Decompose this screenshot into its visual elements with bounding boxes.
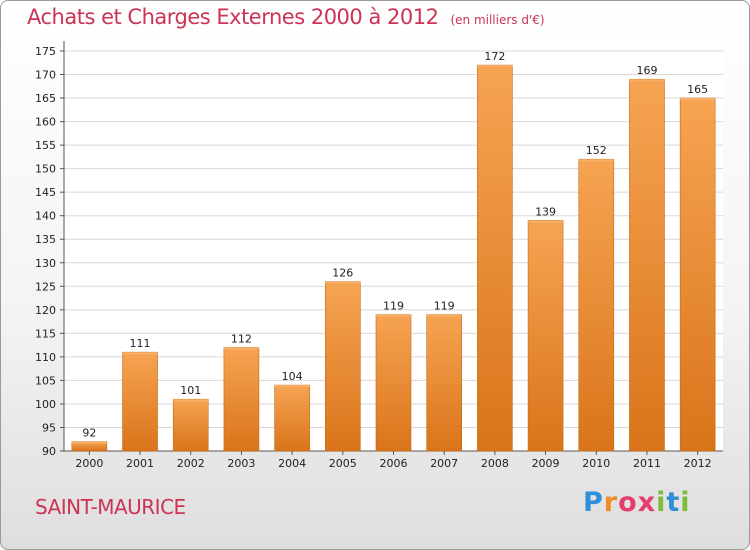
bar-2003 — [223, 347, 260, 452]
x-tick-label: 2010 — [582, 457, 610, 470]
value-label: 139 — [535, 205, 556, 218]
value-label: 165 — [687, 83, 708, 96]
x-tick-label: 2001 — [126, 457, 154, 470]
x-tick-label: 2009 — [532, 457, 560, 470]
bar-2006 — [375, 314, 412, 452]
y-tick-label: 110 — [35, 351, 56, 364]
bar-2009 — [527, 220, 564, 452]
chart-title: Achats et Charges Externes 2000 à 2012 (e… — [27, 5, 545, 29]
y-tick-label: 105 — [35, 374, 56, 387]
bar-highlight — [122, 352, 158, 355]
y-tick-label: 175 — [35, 45, 56, 58]
value-label: 111 — [130, 337, 151, 350]
bar-highlight — [173, 399, 209, 402]
bar-2007 — [426, 314, 462, 452]
bar-highlight — [325, 281, 361, 284]
x-tick-label: 2008 — [481, 457, 509, 470]
value-label: 92 — [82, 427, 96, 440]
y-tick-label: 100 — [35, 398, 56, 411]
y-tick-label: 165 — [35, 92, 56, 105]
y-tick-label: 155 — [35, 139, 56, 152]
value-label: 119 — [383, 300, 404, 313]
bar-2005 — [325, 281, 361, 452]
bar-highlight — [477, 65, 513, 68]
bar-highlight — [629, 79, 665, 82]
value-label: 169 — [636, 64, 657, 77]
x-tick-label: 2007 — [430, 457, 458, 470]
value-label: 112 — [231, 332, 252, 345]
bar-2001 — [122, 351, 158, 452]
bar-highlight — [680, 98, 716, 101]
bars — [71, 64, 716, 452]
y-tick-label: 115 — [35, 327, 56, 340]
y-tick-label: 90 — [42, 445, 56, 458]
data-labels: 92 111 101 112 104 126 119 119 172 139 152 169 165 — [82, 50, 708, 439]
value-label: 119 — [434, 300, 455, 313]
y-tick-label: 120 — [35, 304, 56, 317]
value-label: 101 — [180, 384, 201, 397]
x-tick-label: 2012 — [684, 457, 712, 470]
value-label: 104 — [282, 370, 303, 383]
bar-highlight — [376, 314, 411, 317]
y-tick-label: 125 — [35, 280, 56, 293]
y-tick-label: 150 — [35, 163, 56, 176]
x-tick-label: 2011 — [633, 457, 661, 470]
bar-highlight — [528, 220, 564, 223]
bar-2002 — [172, 398, 209, 452]
x-tick-label: 2006 — [380, 457, 408, 470]
bar-highlight — [426, 314, 462, 317]
axes: 90 95 100 105 110 115 120 125 130 135 140 145 150 155… — [35, 41, 723, 470]
y-tick-label: 160 — [35, 116, 56, 129]
bar-highlight — [71, 441, 107, 444]
commune-name: SAINT-MAURICE — [35, 495, 186, 519]
y-tick-label: 145 — [35, 186, 56, 199]
bar-2004 — [274, 384, 310, 452]
x-tick-label: 2000 — [75, 457, 103, 470]
proxiti-logo: Proxiti — [583, 487, 691, 518]
value-label: 126 — [332, 267, 353, 280]
bar-2011 — [629, 78, 665, 452]
y-tick-label: 140 — [35, 210, 56, 223]
y-tick-label: 170 — [35, 69, 56, 82]
x-tick-label: 2004 — [278, 457, 306, 470]
bar-highlight — [274, 385, 310, 388]
y-tick-label: 95 — [42, 421, 56, 434]
bar-2010 — [578, 158, 615, 452]
x-tick-label: 2003 — [227, 457, 255, 470]
bar-2008 — [477, 64, 513, 452]
chart-subtitle: (en milliers d'€) — [450, 13, 545, 27]
x-tick-label: 2002 — [177, 457, 205, 470]
value-label: 152 — [586, 144, 607, 157]
bar-2012 — [679, 97, 716, 452]
y-tick-label: 135 — [35, 233, 56, 246]
chart-title-text: Achats et Charges Externes 2000 à 2012 — [27, 5, 439, 29]
bar-highlight — [578, 159, 614, 162]
bar-highlight — [223, 347, 259, 350]
value-label: 172 — [484, 50, 505, 63]
x-tick-label: 2005 — [329, 457, 357, 470]
y-tick-label: 130 — [35, 257, 56, 270]
